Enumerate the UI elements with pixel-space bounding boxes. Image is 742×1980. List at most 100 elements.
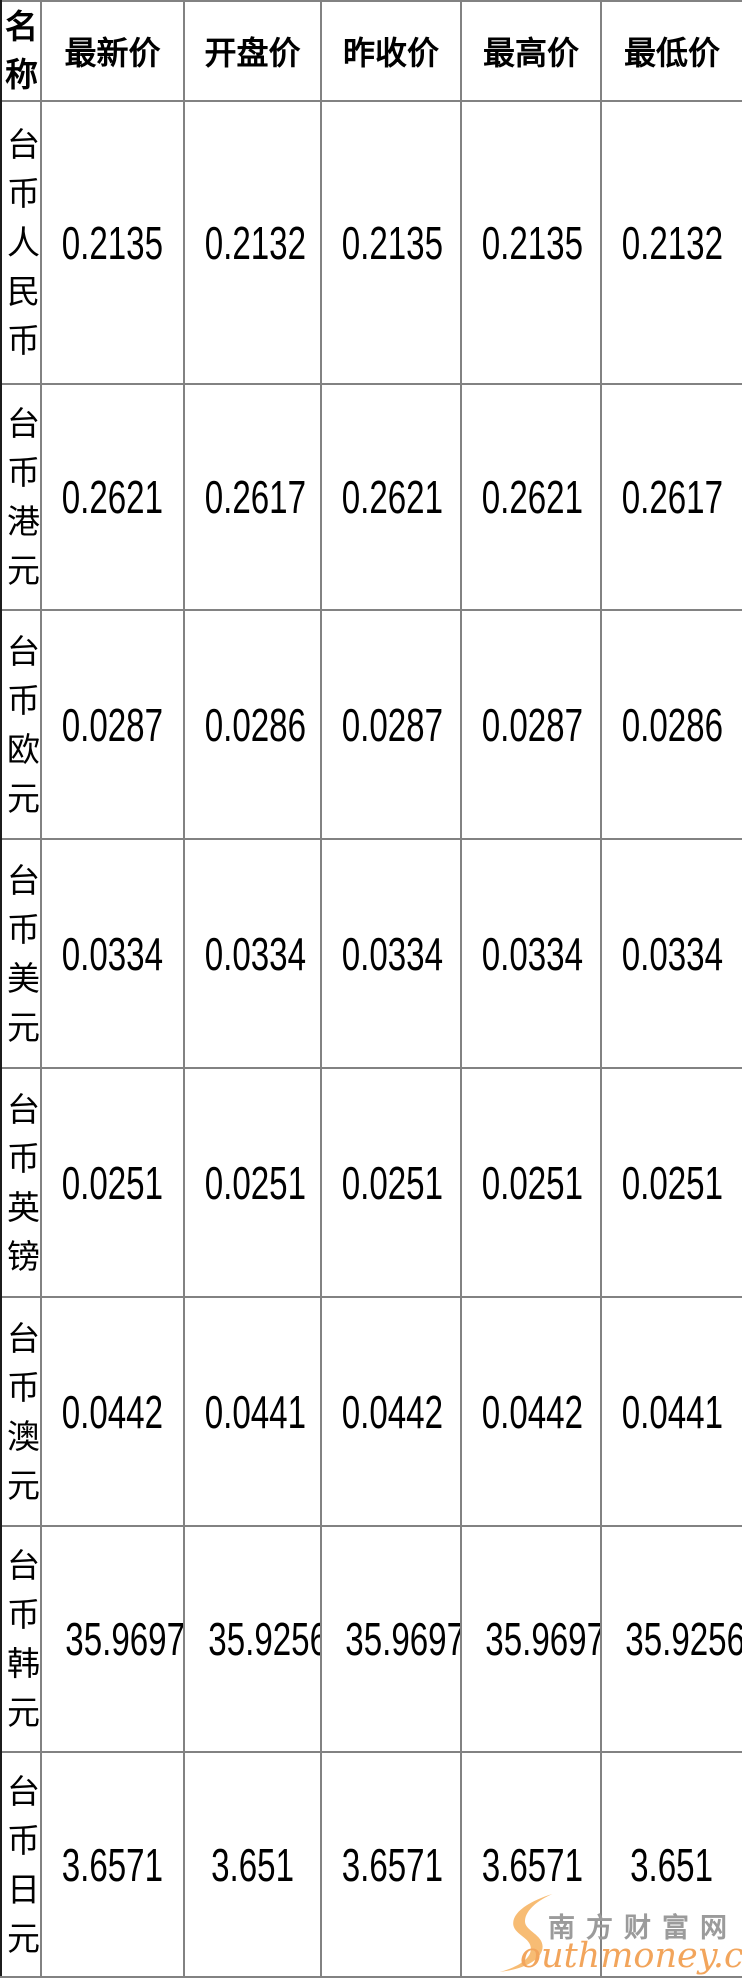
price-cell-open: 0.0286 xyxy=(183,609,322,840)
price-value: 0.0251 xyxy=(481,1156,584,1209)
price-cell-prev-close: 0.0287 xyxy=(320,609,462,840)
price-cell-low: 3.651 xyxy=(600,1751,742,1978)
currency-pair-name: 台币澳元 xyxy=(0,1296,42,1527)
price-value: 0.0287 xyxy=(481,698,584,751)
price-cell-open: 0.2132 xyxy=(183,100,322,385)
price-value: 0.0334 xyxy=(481,927,584,980)
price-value: 0.0441 xyxy=(204,1385,307,1438)
price-cell-high: 35.9697 xyxy=(460,1525,602,1753)
price-cell-low: 0.0251 xyxy=(600,1067,742,1298)
price-cell-open: 0.0334 xyxy=(183,838,322,1069)
column-header-prev-close: 昨收价 xyxy=(320,0,462,102)
price-cell-open: 0.0251 xyxy=(183,1067,322,1298)
price-cell-low: 0.0334 xyxy=(600,838,742,1069)
price-value: 0.2132 xyxy=(204,216,307,269)
currency-pair-name: 台币美元 xyxy=(0,838,42,1069)
price-value: 0.0287 xyxy=(61,698,164,751)
currency-pair-name: 台币欧元 xyxy=(0,609,42,840)
price-value: 3.6571 xyxy=(481,1838,584,1891)
price-cell-prev-close: 35.9697 xyxy=(320,1525,462,1753)
price-cell-open: 0.0441 xyxy=(183,1296,322,1527)
price-value: 0.0286 xyxy=(204,698,307,751)
price-cell-prev-close: 0.0251 xyxy=(320,1067,462,1298)
price-cell-latest: 35.9697 xyxy=(40,1525,185,1753)
price-cell-low: 35.9256 xyxy=(600,1525,742,1753)
table-row: 台币日元 3.6571 3.651 3.6571 3.6571 3.651 xyxy=(0,1751,742,1978)
price-value: 0.2135 xyxy=(481,216,584,269)
price-value: 3.651 xyxy=(630,1838,714,1891)
price-value: 0.0251 xyxy=(621,1156,724,1209)
price-value: 3.651 xyxy=(211,1838,294,1891)
price-cell-high: 0.0442 xyxy=(460,1296,602,1527)
table-row: 台币欧元 0.0287 0.0286 0.0287 0.0287 0.0286 xyxy=(0,609,742,840)
price-cell-high: 0.0251 xyxy=(460,1067,602,1298)
price-value: 35.9697 xyxy=(65,1613,184,1665)
table-row: 台币人民币 0.2135 0.2132 0.2135 0.2135 0.2132 xyxy=(0,100,742,385)
price-value: 0.2621 xyxy=(341,471,444,523)
column-header-high: 最高价 xyxy=(460,0,602,102)
price-value: 0.0251 xyxy=(204,1156,307,1209)
price-value: 35.9697 xyxy=(345,1613,461,1665)
table-row: 台币韩元 35.9697 35.9256 35.9697 35.9697 35.… xyxy=(0,1525,742,1753)
price-value: 0.0251 xyxy=(61,1156,164,1209)
price-value: 0.2132 xyxy=(621,216,724,269)
price-cell-prev-close: 3.6571 xyxy=(320,1751,462,1978)
price-value: 0.2135 xyxy=(61,216,164,269)
price-value: 0.0442 xyxy=(341,1385,444,1438)
price-cell-high: 0.0287 xyxy=(460,609,602,840)
price-value: 0.2617 xyxy=(621,471,724,523)
price-cell-open: 3.651 xyxy=(183,1751,322,1978)
price-value: 0.2135 xyxy=(341,216,444,269)
price-cell-prev-close: 0.2621 xyxy=(320,383,462,611)
price-cell-open: 0.2617 xyxy=(183,383,322,611)
price-value: 0.2621 xyxy=(61,471,164,523)
table-header: 名称 最新价 开盘价 昨收价 最高价 最低价 xyxy=(0,0,742,102)
price-cell-latest: 0.0334 xyxy=(40,838,185,1069)
table-body: 台币人民币 0.2135 0.2132 0.2135 0.2135 0.2132… xyxy=(0,100,742,1978)
price-cell-latest: 0.0442 xyxy=(40,1296,185,1527)
table-left-border xyxy=(0,0,2,1976)
column-header-name: 名称 xyxy=(0,0,42,102)
price-cell-latest: 0.2621 xyxy=(40,383,185,611)
currency-pair-name: 台币英镑 xyxy=(0,1067,42,1298)
price-cell-low: 0.0441 xyxy=(600,1296,742,1527)
price-value: 0.0442 xyxy=(61,1385,164,1438)
price-cell-high: 0.2621 xyxy=(460,383,602,611)
currency-pair-name: 台币人民币 xyxy=(0,100,42,385)
price-value: 0.2621 xyxy=(481,471,584,523)
table-row: 台币澳元 0.0442 0.0441 0.0442 0.0442 0.0441 xyxy=(0,1296,742,1527)
table-row: 台币美元 0.0334 0.0334 0.0334 0.0334 0.0334 xyxy=(0,838,742,1069)
price-cell-prev-close: 0.0334 xyxy=(320,838,462,1069)
price-value: 0.0442 xyxy=(481,1385,584,1438)
currency-pair-name: 台币日元 xyxy=(0,1751,42,1978)
price-cell-latest: 3.6571 xyxy=(40,1751,185,1978)
price-value: 3.6571 xyxy=(341,1838,444,1891)
price-value: 0.0334 xyxy=(204,927,307,980)
price-cell-low: 0.2617 xyxy=(600,383,742,611)
price-value: 0.0441 xyxy=(621,1385,724,1438)
price-value: 3.6571 xyxy=(61,1838,164,1891)
price-cell-low: 0.0286 xyxy=(600,609,742,840)
price-cell-open: 35.9256 xyxy=(183,1525,322,1753)
currency-pair-name: 台币韩元 xyxy=(0,1525,42,1753)
price-cell-prev-close: 0.2135 xyxy=(320,100,462,385)
price-cell-high: 0.2135 xyxy=(460,100,602,385)
table-row: 台币港元 0.2621 0.2617 0.2621 0.2621 0.2617 xyxy=(0,383,742,611)
price-value: 0.0251 xyxy=(341,1156,444,1209)
price-value: 35.9256 xyxy=(625,1613,742,1665)
price-value: 35.9256 xyxy=(208,1613,321,1665)
column-header-low: 最低价 xyxy=(600,0,742,102)
price-value: 0.2617 xyxy=(204,471,307,523)
price-value: 0.0334 xyxy=(61,927,164,980)
price-value: 0.0286 xyxy=(621,698,724,751)
currency-pair-name: 台币港元 xyxy=(0,383,42,611)
price-cell-low: 0.2132 xyxy=(600,100,742,385)
price-cell-high: 3.6571 xyxy=(460,1751,602,1978)
column-header-open: 开盘价 xyxy=(183,0,322,102)
table-row: 台币英镑 0.0251 0.0251 0.0251 0.0251 0.0251 xyxy=(0,1067,742,1298)
header-row: 名称 最新价 开盘价 昨收价 最高价 最低价 xyxy=(0,0,742,102)
price-cell-latest: 0.2135 xyxy=(40,100,185,385)
price-cell-latest: 0.0251 xyxy=(40,1067,185,1298)
